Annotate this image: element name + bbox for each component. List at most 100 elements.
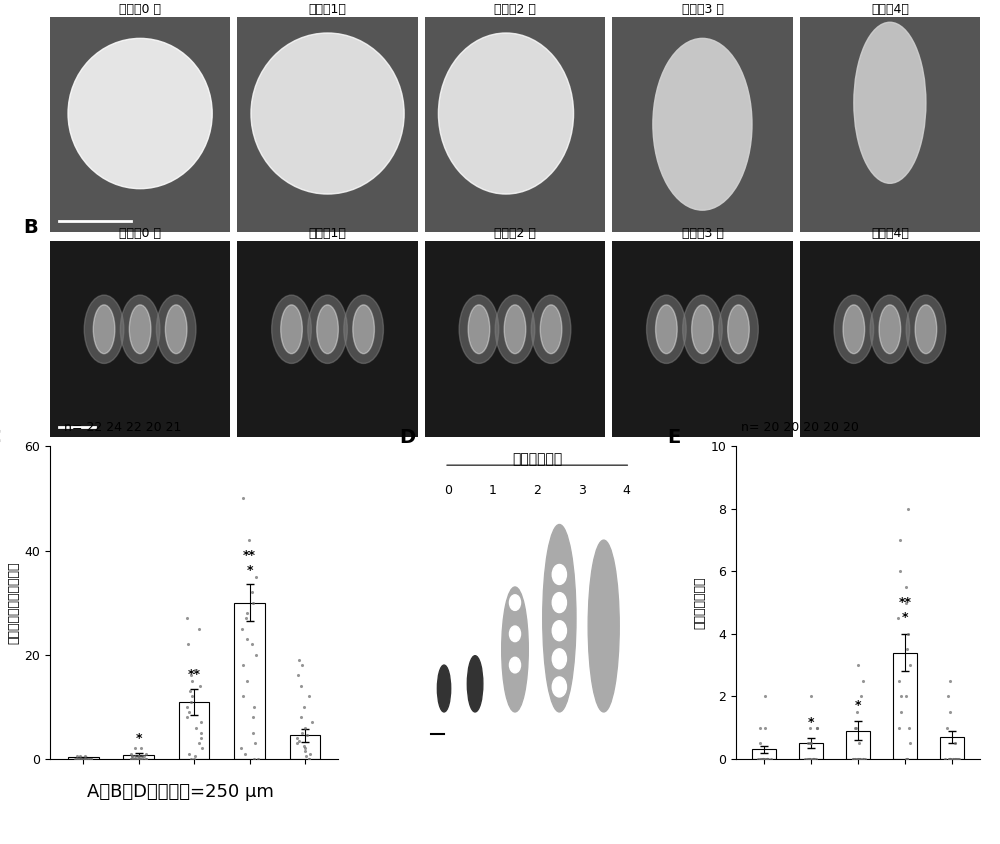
- Point: [239, 632, 255, 646]
- Point: [293, 679, 309, 693]
- Point: [70, 752, 86, 766]
- Point: [246, 752, 262, 766]
- Point: [855, 674, 871, 688]
- Point: [947, 737, 963, 750]
- Ellipse shape: [543, 524, 576, 712]
- Point: [855, 752, 871, 766]
- Point: [847, 721, 863, 734]
- Point: [69, 749, 85, 763]
- Bar: [940, 737, 964, 759]
- Point: [759, 752, 775, 766]
- Bar: [893, 652, 917, 759]
- Point: [244, 586, 260, 599]
- Point: [289, 731, 305, 744]
- Point: [937, 752, 953, 766]
- Point: [77, 752, 93, 766]
- Text: A、B、D中的标尺=250 μm: A、B、D中的标尺=250 μm: [87, 783, 274, 801]
- Title: 开花后2 天: 开花后2 天: [494, 227, 536, 241]
- Point: [70, 752, 86, 766]
- Point: [296, 700, 312, 713]
- Circle shape: [552, 649, 566, 668]
- Point: [124, 749, 140, 763]
- Point: [125, 752, 141, 766]
- Circle shape: [552, 620, 566, 641]
- Point: [803, 737, 819, 750]
- Bar: [234, 603, 265, 759]
- Point: [892, 533, 908, 547]
- Point: [133, 752, 149, 766]
- Point: [134, 749, 150, 763]
- Text: B: B: [23, 218, 38, 237]
- Text: *: *: [135, 733, 142, 745]
- Circle shape: [552, 592, 566, 613]
- Point: [801, 752, 817, 766]
- Ellipse shape: [531, 295, 571, 364]
- Title: 开花后0 天: 开花后0 天: [119, 3, 161, 16]
- Point: [74, 752, 90, 766]
- Bar: [799, 744, 823, 759]
- Title: 开花后3 天: 开花后3 天: [682, 227, 723, 241]
- Point: [947, 752, 963, 766]
- Point: [130, 752, 146, 766]
- Point: [949, 752, 965, 766]
- Title: 开花后1天: 开花后1天: [309, 227, 346, 241]
- Point: [941, 752, 957, 766]
- Text: 0: 0: [444, 484, 452, 497]
- Text: 2: 2: [533, 484, 541, 497]
- Point: [130, 749, 146, 763]
- Ellipse shape: [459, 295, 499, 364]
- Point: [72, 752, 88, 766]
- Point: [233, 742, 249, 755]
- Point: [248, 648, 264, 662]
- Point: [293, 711, 309, 724]
- Point: [187, 749, 203, 763]
- Point: [852, 752, 868, 766]
- Point: [945, 752, 961, 766]
- Point: [760, 752, 776, 766]
- Point: [805, 752, 821, 766]
- Point: [898, 690, 914, 703]
- Ellipse shape: [467, 656, 483, 712]
- Point: [752, 721, 768, 734]
- Point: [181, 747, 197, 760]
- Point: [802, 752, 818, 766]
- Point: [851, 737, 867, 750]
- Point: [802, 752, 818, 766]
- Ellipse shape: [317, 305, 338, 354]
- Point: [757, 721, 773, 734]
- Point: [893, 706, 909, 719]
- Title: 开花后3 天: 开花后3 天: [682, 3, 723, 16]
- Point: [183, 668, 199, 682]
- Point: [850, 752, 866, 766]
- Point: [70, 752, 86, 766]
- Point: [294, 658, 310, 672]
- Point: [248, 570, 264, 583]
- Point: [847, 752, 863, 766]
- Text: **
*: ** *: [243, 549, 256, 576]
- Point: [81, 752, 97, 766]
- Point: [752, 737, 768, 750]
- Point: [77, 749, 93, 763]
- Point: [853, 690, 869, 703]
- Point: [899, 752, 915, 766]
- Point: [845, 752, 861, 766]
- Point: [239, 606, 255, 619]
- Point: [942, 752, 958, 766]
- Point: [183, 752, 199, 766]
- Point: [950, 752, 966, 766]
- Point: [757, 690, 773, 703]
- Point: [759, 752, 775, 766]
- Text: 4: 4: [622, 484, 630, 497]
- Point: [138, 747, 154, 760]
- Point: [939, 721, 955, 734]
- Point: [304, 716, 320, 729]
- Circle shape: [552, 565, 566, 585]
- Point: [755, 752, 771, 766]
- Point: [750, 752, 766, 766]
- X-axis label: 开花后的天数: 开花后的天数: [169, 784, 219, 798]
- Point: [294, 726, 310, 739]
- Point: [81, 752, 97, 766]
- Ellipse shape: [854, 22, 926, 183]
- Point: [184, 674, 200, 688]
- Point: [296, 739, 312, 753]
